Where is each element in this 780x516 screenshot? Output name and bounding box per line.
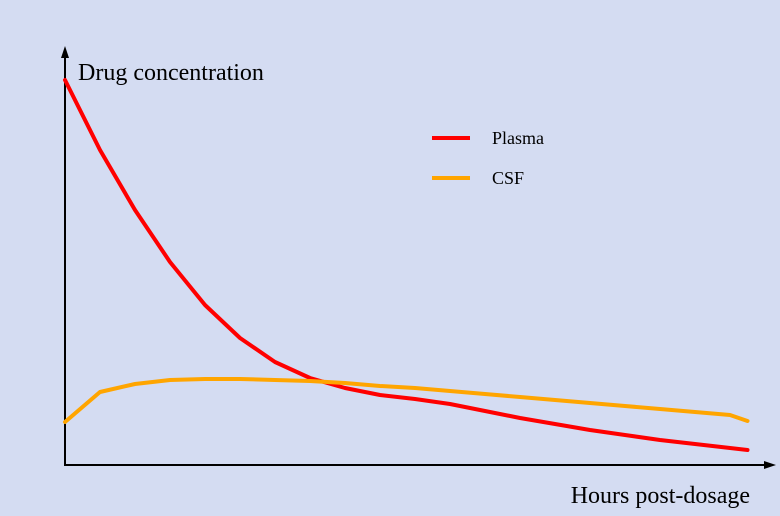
legend-label: Plasma [492, 128, 544, 148]
series-line [63, 78, 750, 452]
x-axis-arrow [764, 461, 776, 469]
y-axis-label: Drug concentration [78, 60, 264, 86]
x-axis-label: Hours post-dosage [571, 483, 750, 509]
series-line [63, 377, 750, 424]
legend-label: CSF [492, 168, 524, 188]
y-axis-arrow [61, 46, 69, 58]
